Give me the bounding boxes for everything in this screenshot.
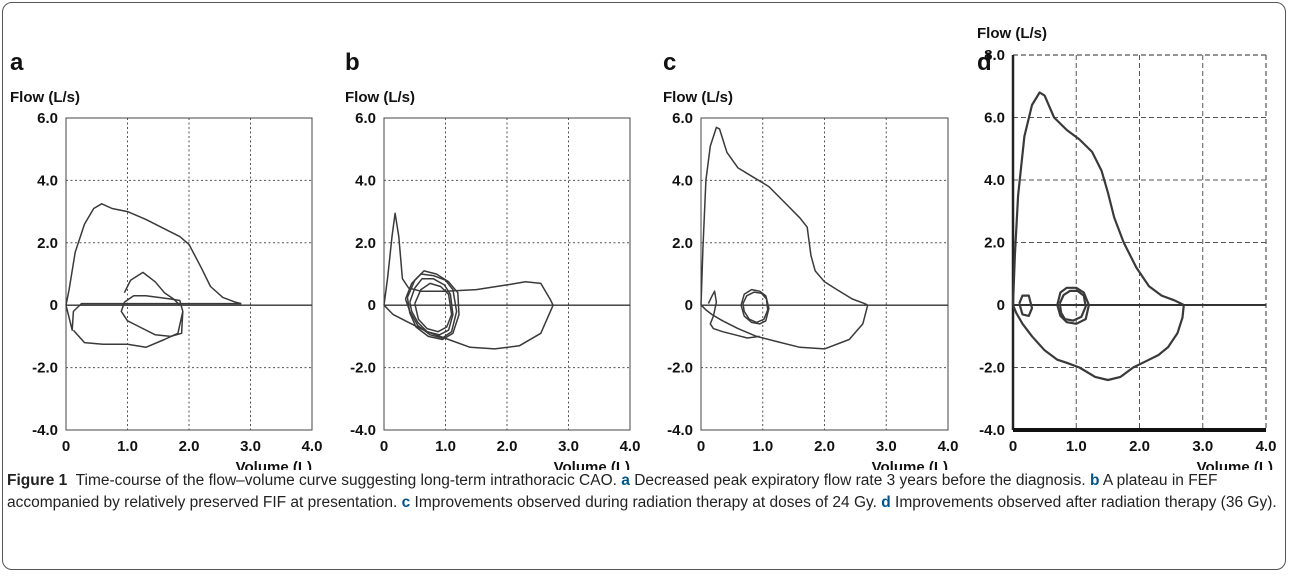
panel-b-xtick: 0: [380, 438, 388, 455]
panel-d-xtick: 1.0: [1066, 438, 1087, 455]
panel-b-ytick: -2.0: [350, 360, 376, 377]
panel-d-xtick: 2.0: [1129, 438, 1150, 455]
panel-c-ytick: 6.0: [672, 110, 693, 127]
panel-c-series-line: [700, 304, 869, 350]
panel-d-ytick: 6.0: [984, 110, 1005, 127]
panel-c-series-line: [742, 291, 769, 324]
panel-c-frame: [700, 117, 949, 431]
panel-b-ytick: 0: [368, 297, 376, 314]
panel-d-ytick: 0: [997, 297, 1005, 314]
panel-d-ytick: -4.0: [979, 422, 1005, 439]
panel-c-xtick: 1.0: [752, 438, 773, 455]
panel-a-series-line: [120, 295, 184, 338]
panel-d-ytick: 8.0: [984, 47, 1005, 64]
panel-a-series-line: [65, 203, 242, 306]
caption-item-a: Decreased peak expiratory flow rate 3 ye…: [634, 472, 1086, 489]
panel-a-ytick: 2.0: [37, 235, 58, 252]
panel-a-series-line: [123, 271, 181, 306]
panel-d-xtick: 4.0: [1256, 438, 1277, 455]
caption-label-d: d: [881, 494, 891, 511]
panel-d-series-line: [1058, 289, 1087, 322]
panel-d-ytick: -2.0: [979, 360, 1005, 377]
panel-b-ytick: -4.0: [350, 422, 376, 439]
panel-c-letter: c: [663, 49, 676, 76]
panel-a-xtick: 3.0: [240, 438, 261, 455]
panel-d-xtick: 3.0: [1192, 438, 1213, 455]
panel-a-ytick: -4.0: [32, 422, 58, 439]
panel-b-frame: [383, 117, 631, 431]
panel-a-letter: a: [10, 49, 24, 76]
panel-d-ylabel: Flow (L/s): [977, 25, 1047, 42]
figure-frame: [2, 2, 1286, 570]
panel-a-xtick: 2.0: [179, 438, 200, 455]
panel-b-xtick: 1.0: [435, 438, 456, 455]
caption-lead: Figure 1: [7, 472, 68, 489]
panel-a-ytick: -2.0: [32, 360, 58, 377]
panel-b-ytick: 4.0: [355, 172, 376, 189]
panel-d-ytick: 4.0: [984, 172, 1005, 189]
panel-c-series-line: [707, 290, 760, 339]
panel-b-xlabel: Volume (L): [554, 459, 630, 470]
panel-d-letter: d: [977, 49, 992, 76]
panel-d-series-line: [1011, 304, 1185, 382]
caption-item-d: Improvements observed after radiation th…: [895, 494, 1277, 511]
panel-b-xtick: 2.0: [497, 438, 518, 455]
figure-caption: Figure 1 Time-course of the flow–volume …: [7, 470, 1279, 514]
panel-d-xtick: 0: [1009, 438, 1017, 455]
caption-label-c: c: [401, 494, 411, 511]
panel-d-ytick: 2.0: [984, 235, 1005, 252]
panel-b-xtick: 3.0: [558, 438, 579, 455]
panel-b-letter: b: [345, 49, 360, 76]
panel-c-xtick: 3.0: [876, 438, 897, 455]
panel-a-xtick: 1.0: [117, 438, 138, 455]
panel-a-ytick: 6.0: [37, 110, 58, 127]
panel-a-xtick: 0: [62, 438, 70, 455]
caption-item-c: Improvements observed during radiation t…: [414, 494, 877, 511]
panel-d-series-line: [1011, 91, 1185, 306]
panel-b-series-line: [414, 282, 453, 333]
panel-b-ylabel: Flow (L/s): [345, 89, 415, 106]
panel-c-ytick: -2.0: [667, 360, 693, 377]
caption-label-b: b: [1089, 472, 1100, 489]
panel-c-xtick: 4.0: [938, 438, 959, 455]
panel-b-series-line: [383, 304, 554, 350]
panel-b-series-line: [409, 277, 454, 336]
panel-a-ytick: 4.0: [37, 172, 58, 189]
panel-a-xtick: 4.0: [302, 438, 323, 455]
panel-c-xtick: 0: [697, 438, 705, 455]
panel-d-xlabel: Volume (L): [1197, 459, 1273, 470]
panel-b-ytick: 6.0: [355, 110, 376, 127]
panel-d-series-line: [1018, 294, 1034, 317]
panel-b-ytick: 2.0: [355, 235, 376, 252]
caption-item-b: A plateau in FEF accompanied by relative…: [7, 472, 1218, 511]
panel-c-ytick: 0: [685, 297, 693, 314]
panel-c-ytick: -4.0: [667, 422, 693, 439]
panel-c-xtick: 2.0: [814, 438, 835, 455]
panel-c-ytick: 4.0: [672, 172, 693, 189]
panel-c-series-line: [700, 126, 869, 306]
panel-c-series-line: [740, 288, 770, 325]
panel-a-series-line: [72, 311, 184, 349]
panel-a-ytick: 0: [50, 297, 58, 314]
panel-b-series-line: [406, 270, 460, 341]
panel-a-series-line: [65, 302, 242, 331]
panel-c-ytick: 2.0: [672, 235, 693, 252]
panel-b-xtick: 4.0: [620, 438, 641, 455]
caption-text: Time-course of the flow–volume curve sug…: [75, 472, 617, 489]
panel-a-ylabel: Flow (L/s): [10, 89, 80, 106]
panel-a-xlabel: Volume (L): [236, 459, 312, 470]
panel-c-xlabel: Volume (L): [872, 459, 948, 470]
caption-label-a: a: [621, 472, 630, 489]
panel-a-frame: [65, 117, 313, 431]
panel-c-ylabel: Flow (L/s): [663, 89, 733, 106]
